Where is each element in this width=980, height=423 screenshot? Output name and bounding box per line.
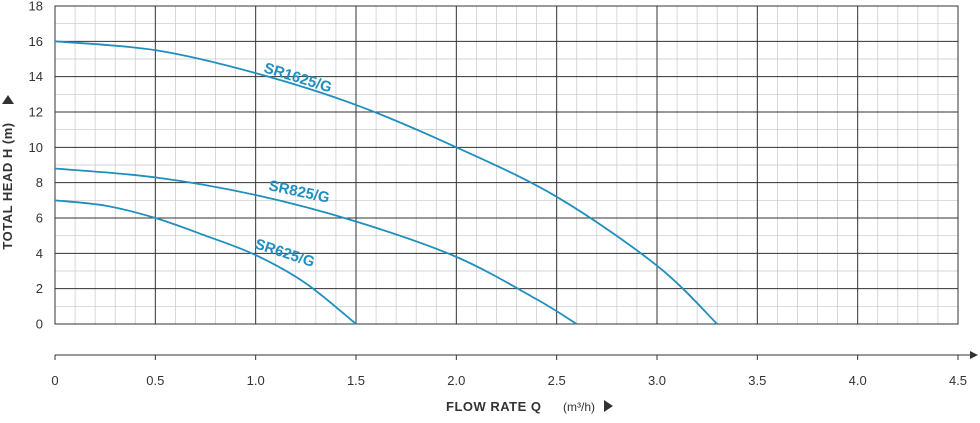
x-axis-title: FLOW RATE Q bbox=[446, 399, 542, 414]
x-tick-label: 0.5 bbox=[146, 373, 164, 388]
x-tick-label: 3.0 bbox=[648, 373, 666, 388]
series-line-sr1625-g bbox=[54, 40, 718, 325]
x-axis-arrow-icon bbox=[970, 351, 978, 359]
x-tick-label: 4.5 bbox=[949, 373, 967, 388]
series-lines bbox=[54, 40, 718, 325]
plot-frame bbox=[54, 5, 959, 325]
x-tick-labels: 0 0.5 1.0 1.5 2.0 2.5 3.0 3.5 4.0 4.5 bbox=[51, 373, 967, 388]
y-tick-label: 12 bbox=[29, 105, 43, 120]
x-axis bbox=[54, 351, 978, 360]
series-line-sr625-g bbox=[54, 199, 357, 325]
x-tick-label: 4.0 bbox=[849, 373, 867, 388]
y-tick-label: 4 bbox=[36, 246, 43, 261]
y-tick-label: 18 bbox=[29, 0, 43, 14]
y-tick-label: 8 bbox=[36, 175, 43, 190]
x-axis-title-arrow-icon bbox=[604, 400, 613, 412]
x-tick-label: 3.5 bbox=[748, 373, 766, 388]
y-tick-label: 16 bbox=[29, 34, 43, 49]
major-grid bbox=[55, 6, 958, 324]
x-tick-label: 2.5 bbox=[548, 373, 566, 388]
y-tick-label: 2 bbox=[36, 281, 43, 296]
y-tick-labels: 0 2 4 6 8 10 12 14 16 18 bbox=[29, 0, 43, 332]
x-tick-label: 2.0 bbox=[447, 373, 465, 388]
series-label: SR625/G bbox=[253, 236, 317, 271]
y-tick-label: 6 bbox=[36, 211, 43, 226]
x-axis-unit: (m³/h) bbox=[563, 400, 595, 414]
series-label: SR825/G bbox=[267, 177, 331, 206]
x-tick-label: 1.0 bbox=[247, 373, 265, 388]
y-tick-label: 14 bbox=[29, 69, 43, 84]
y-axis-title: TOTAL HEAD H (m) bbox=[0, 122, 15, 249]
y-tick-label: 0 bbox=[36, 317, 43, 332]
series-line-sr825-g bbox=[54, 167, 578, 325]
y-tick-label: 10 bbox=[29, 140, 43, 155]
series-label: SR1625/G bbox=[262, 60, 334, 97]
x-tick-label: 0 bbox=[51, 373, 58, 388]
x-tick-label: 1.5 bbox=[347, 373, 365, 388]
y-axis-title-arrow-icon bbox=[2, 95, 14, 104]
minor-grid bbox=[55, 6, 958, 324]
